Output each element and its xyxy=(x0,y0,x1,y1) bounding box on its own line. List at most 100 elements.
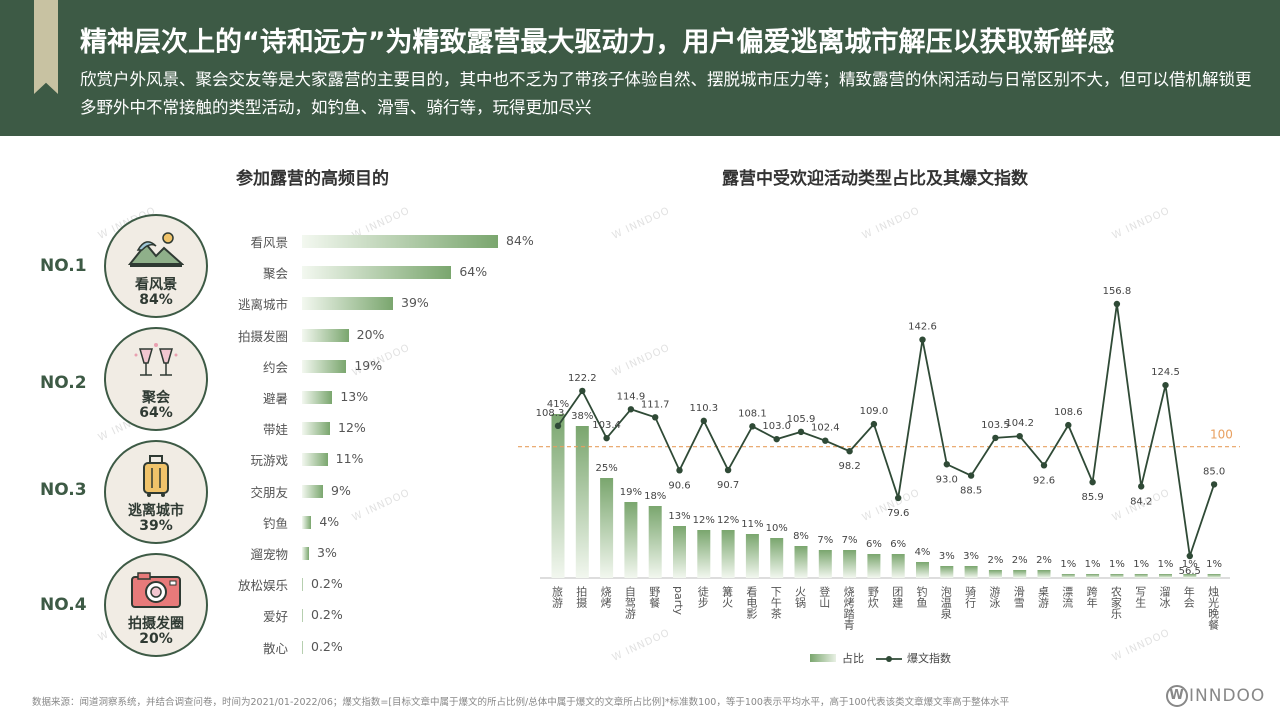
x-tick-label: 年会 xyxy=(1182,585,1195,608)
viral-index-point xyxy=(870,420,878,428)
share-bar-value: 7% xyxy=(817,535,833,546)
share-bar-value: 12% xyxy=(717,515,739,526)
share-bar-value: 3% xyxy=(939,551,955,562)
share-bar-value: 13% xyxy=(668,511,690,522)
share-bar-value: 25% xyxy=(595,463,617,474)
header-banner: 精神层次上的“诗和远方”为精致露营最大驱动力，用户偏爱逃离城市解压以获取新鲜感 … xyxy=(0,0,1280,136)
viral-index-value: 92.6 xyxy=(1033,475,1055,486)
purpose-bar-row: 钓鱼 4% xyxy=(200,513,560,533)
purpose-bar-row: 散心 0.2% xyxy=(200,638,560,658)
share-bar-value: 11% xyxy=(741,519,763,530)
rank-circle-pct: 20% xyxy=(139,631,173,647)
activity-combo-chart: 41%38%25%19% 18%13% 12% 12% 11% 10%8% 7% 7% 6% 6%… xyxy=(518,286,1240,665)
viral-index-point xyxy=(1186,552,1193,560)
share-bar xyxy=(697,530,711,578)
purpose-bar-value: 4% xyxy=(319,513,340,529)
viral-index-value: 103.0 xyxy=(762,421,791,432)
purpose-bar-value: 9% xyxy=(331,482,351,498)
viral-index-value: 156.8 xyxy=(1103,286,1132,297)
x-tick-label: 写生 xyxy=(1134,586,1147,608)
viral-index-point xyxy=(1089,478,1096,486)
luggage-icon xyxy=(143,455,169,497)
viral-index-point xyxy=(797,428,805,436)
rank-circle-label: 逃离城市 xyxy=(128,503,184,519)
viral-index-point xyxy=(919,336,926,343)
x-tick-label: 泡温泉 xyxy=(939,585,952,619)
viral-index-value: 110.3 xyxy=(689,403,718,414)
x-tick-label: 野餐 xyxy=(648,586,661,608)
share-bar-value: 1% xyxy=(1133,559,1149,570)
viral-index-value: 124.5 xyxy=(1151,367,1180,378)
x-tick-label: 跨年 xyxy=(1085,586,1098,608)
purpose-bar-value: 39% xyxy=(401,295,429,311)
purpose-bar-label: 看风景 xyxy=(250,235,288,250)
purpose-bar-label: 约会 xyxy=(262,359,288,375)
share-bar xyxy=(624,502,638,578)
viral-index-value: 85.9 xyxy=(1081,492,1103,503)
share-bar xyxy=(673,526,686,578)
purpose-bar-label: 散心 xyxy=(262,640,288,656)
viral-index-value: 108.3 xyxy=(536,408,565,419)
share-bar-value: 19% xyxy=(620,487,642,498)
viral-index-point xyxy=(1162,381,1169,389)
viral-index-point xyxy=(1065,421,1072,429)
viral-index-point xyxy=(822,437,829,444)
share-bar xyxy=(770,538,784,578)
purpose-bar xyxy=(302,484,323,498)
purpose-bar-label: 爱好 xyxy=(262,609,288,625)
x-tick-label: 篝火 xyxy=(721,585,734,608)
purpose-bar-value: 20% xyxy=(356,326,385,342)
legend-swatch-bar xyxy=(810,654,836,662)
purpose-bar-value: 3% xyxy=(317,545,337,560)
purpose-bar-row: 交朋友 9% xyxy=(200,482,560,502)
purpose-bar xyxy=(302,609,303,623)
x-tick-label: party xyxy=(672,586,685,616)
share-bar-value: 2% xyxy=(987,555,1003,566)
rank-circle-2: 聚会 64% xyxy=(104,327,208,431)
purpose-bar-label: 避暑 xyxy=(262,391,288,406)
share-bar xyxy=(794,546,808,578)
x-tick-label: 骑行 xyxy=(964,586,977,609)
viral-index-point xyxy=(652,414,659,421)
share-bar-value: 38% xyxy=(571,411,593,422)
viral-index-point xyxy=(724,466,732,474)
rank-circle-4: 拍摄发圈 20% xyxy=(104,553,208,657)
viral-index-value: 102.4 xyxy=(811,423,840,434)
x-tick-label: 旅游 xyxy=(551,585,564,608)
viral-index-point xyxy=(943,461,950,468)
viral-index-value: 103.5 xyxy=(981,420,1010,431)
purpose-bar-row: 看风景 84% xyxy=(200,232,560,252)
x-tick-label: 漂流 xyxy=(1061,586,1074,608)
viral-index-point xyxy=(967,472,975,479)
rank-circle-3: 逃离城市 39% xyxy=(104,440,208,544)
purpose-bar-row: 放松娱乐 0.2% xyxy=(200,575,560,595)
purpose-bar-label: 带娃 xyxy=(262,422,288,438)
share-bar-value: 4% xyxy=(915,547,931,558)
x-tick-label: 看电影 xyxy=(745,585,758,619)
purpose-bar-label: 玩游戏 xyxy=(250,453,288,469)
cheers-icon xyxy=(134,343,178,376)
share-bar-value: 1% xyxy=(1158,559,1174,570)
share-bar xyxy=(1159,574,1172,578)
viral-index-point xyxy=(1113,300,1121,308)
purpose-bar-row: 遛宠物 3% xyxy=(200,544,560,564)
purpose-bar xyxy=(302,297,393,311)
camera-icon xyxy=(131,572,181,608)
rank-label-3: NO.3 xyxy=(40,480,87,500)
share-bar-value: 7% xyxy=(842,535,858,546)
purpose-bar xyxy=(302,359,347,373)
viral-index-point xyxy=(676,467,683,474)
share-bar xyxy=(575,426,589,578)
purpose-bar-label: 放松娱乐 xyxy=(237,578,288,594)
purpose-bar xyxy=(302,547,309,560)
viral-index-value: 90.7 xyxy=(717,480,739,491)
viral-index-value: 79.6 xyxy=(887,508,909,519)
rank-label-2: NO.2 xyxy=(40,373,87,393)
share-bar-value: 1% xyxy=(1109,559,1125,570)
x-tick-label: 桌游 xyxy=(1037,586,1050,608)
rank-circle-label: 看风景 xyxy=(135,277,177,293)
purpose-bar-row: 逃离城市 39% xyxy=(200,294,560,314)
viral-index-value: 108.1 xyxy=(738,408,767,419)
viral-index-value: 122.2 xyxy=(568,373,597,384)
x-tick-label: 钓鱼 xyxy=(915,585,928,608)
